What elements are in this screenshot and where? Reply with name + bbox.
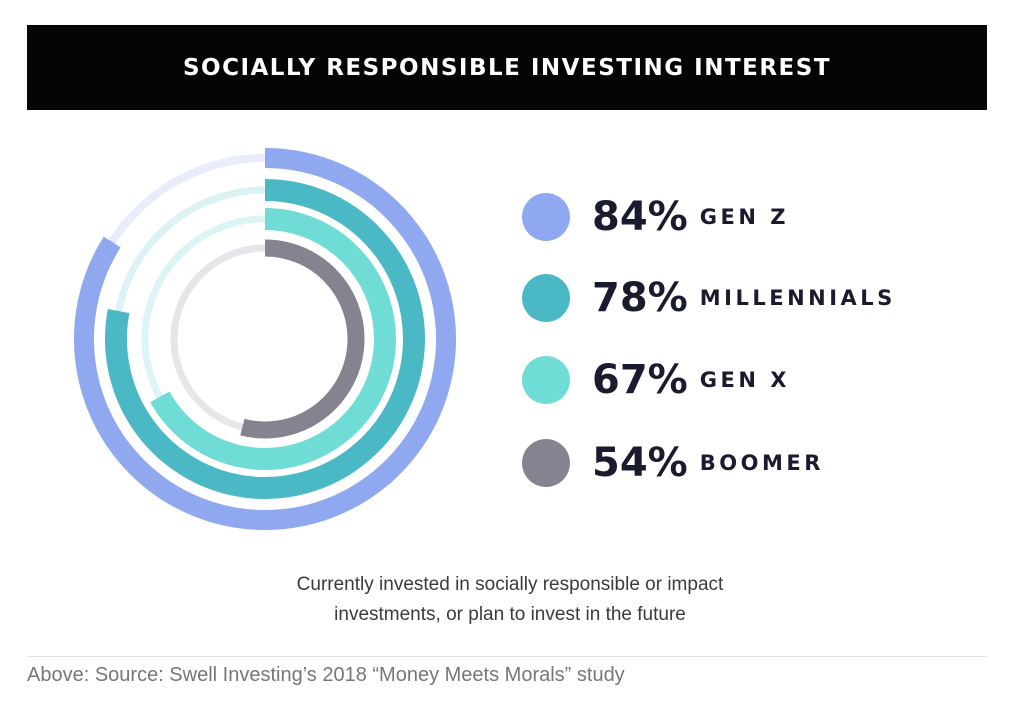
legend-value: 54%	[592, 440, 688, 486]
legend-item-gen-x: 67% GEN X	[522, 355, 790, 405]
chart-caption: Currently invested in socially responsib…	[200, 570, 820, 630]
legend-label: BOOMER	[699, 451, 824, 475]
source-note: Above: Source: Swell Investing’s 2018 “M…	[27, 664, 625, 686]
ring-bar-boomer	[240, 239, 365, 439]
legend-value: 78%	[592, 275, 688, 321]
legend-value: 67%	[592, 357, 688, 403]
legend-swatch	[522, 193, 570, 241]
legend-item-boomer: 54% BOOMER	[522, 438, 824, 488]
legend-item-gen-z: 84% GEN Z	[522, 192, 789, 242]
legend-label: GEN Z	[699, 205, 789, 229]
legend-value: 84%	[592, 194, 688, 240]
ring-bar-gen-z	[74, 148, 456, 530]
legend-swatch	[522, 356, 570, 404]
caption-line: investments, or plan to invest in the fu…	[334, 604, 686, 625]
caption-line: Currently invested in socially responsib…	[296, 574, 724, 595]
ring-bar-millennials	[105, 179, 425, 499]
chart-title: SOCIALLY RESPONSIBLE INVESTING INTEREST	[27, 25, 987, 110]
legend-swatch	[522, 274, 570, 322]
legend-item-millennials: 78% MILLENNIALS	[522, 273, 896, 323]
ring-bar-gen-x	[150, 208, 396, 470]
legend-swatch	[522, 439, 570, 487]
divider	[27, 656, 987, 657]
legend-label: GEN X	[699, 368, 790, 392]
legend-label: MILLENNIALS	[699, 286, 896, 310]
radial-bar-chart	[74, 148, 456, 530]
